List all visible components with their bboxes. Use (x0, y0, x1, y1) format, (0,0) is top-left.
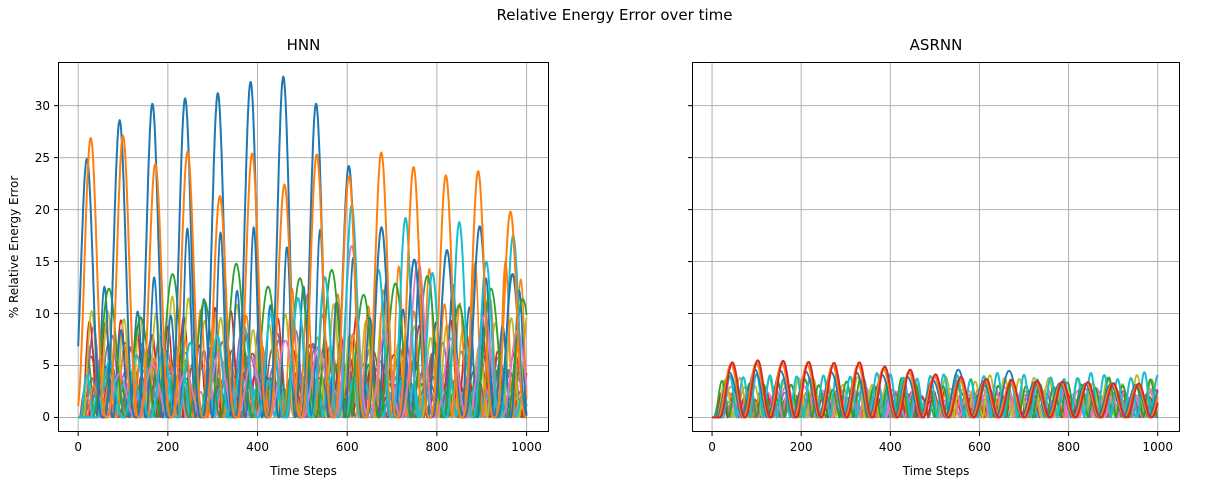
series-line-asrnn-red-1 (711, 359, 1159, 419)
asrnn-x-axis-label: Time Steps (902, 464, 970, 478)
x-tick-label: 200 (156, 440, 180, 454)
axes-spine (692, 62, 1180, 432)
y-tick-label: 5 (42, 358, 50, 373)
asrnn-plot-title: ASRNN (909, 36, 963, 54)
figure-title: Relative Energy Error over time (496, 6, 733, 24)
hnn-plot-area (54, 62, 549, 436)
x-tick-label: 800 (425, 440, 449, 454)
x-tick-label: 400 (246, 440, 269, 454)
y-axis-label: % Relative Energy Error (7, 175, 21, 319)
y-tick-label: 0 (42, 410, 50, 425)
y-tick-label: 30 (34, 98, 50, 113)
x-tick-label: 600 (967, 440, 991, 454)
series-line-asrnn-blue-1 (711, 368, 1159, 419)
series-line-hnn-cyan-1 (77, 204, 527, 419)
series-line-hnn-orange-1 (77, 134, 527, 419)
x-tick-label: 0 (708, 440, 716, 454)
y-tick-label: 15 (34, 254, 50, 269)
x-tick-label: 400 (878, 440, 902, 454)
axes-spine (58, 62, 549, 432)
x-tick-label: 600 (335, 440, 359, 454)
x-tick-label: 0 (74, 440, 82, 454)
y-tick-label: 25 (34, 150, 50, 165)
hnn-x-axis-label: Time Steps (270, 464, 337, 478)
x-tick-label: 800 (1057, 440, 1081, 454)
x-tick-label: 1000 (511, 440, 542, 454)
x-tick-label: 200 (789, 440, 813, 454)
series-line-asrnn-orange-1 (711, 361, 1159, 419)
asrnn-plot-area (688, 62, 1180, 436)
x-tick-label: 1000 (1142, 440, 1173, 454)
y-tick-label: 20 (34, 202, 50, 217)
series-line-hnn-orange-2 (77, 260, 528, 419)
hnn-plot-title: HNN (286, 36, 321, 54)
y-tick-label: 10 (34, 306, 50, 321)
